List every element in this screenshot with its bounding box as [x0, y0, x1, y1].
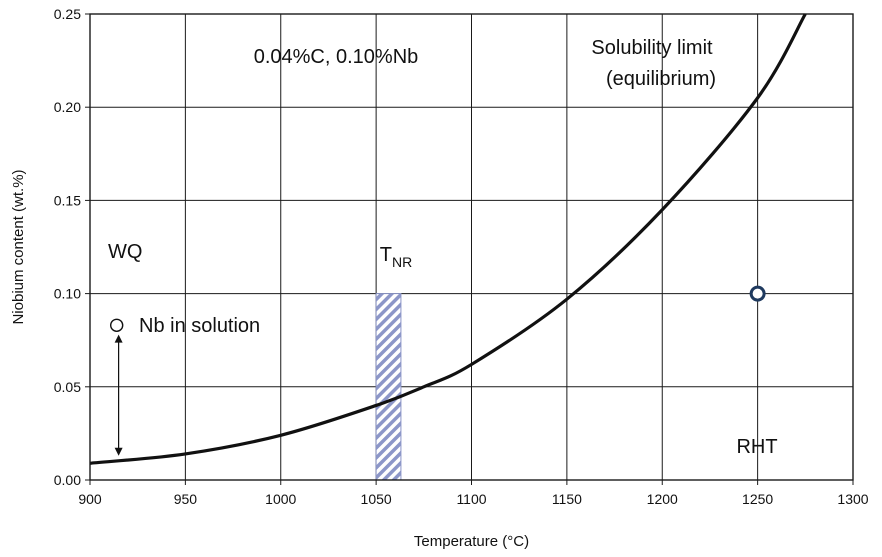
rht-marker — [749, 285, 766, 302]
solubility-limit-label: Solubility limit — [591, 37, 713, 59]
x-tick-label: 1250 — [742, 491, 773, 507]
solubility-curve — [89, 13, 807, 465]
composition-label: 0.04%C, 0.10%Nb — [254, 46, 419, 68]
y-tick-label: 0.15 — [54, 192, 81, 208]
x-tick-label: 950 — [174, 491, 198, 507]
grid-lines — [89, 13, 854, 481]
nb-in-solution-marker — [110, 318, 124, 332]
x-tick-label: 1000 — [265, 491, 296, 507]
x-tick-label: 1150 — [552, 491, 582, 507]
y-tick-label: 0.05 — [54, 379, 81, 395]
arrow-head-up — [114, 334, 123, 343]
arrow-head-down — [114, 447, 123, 456]
tnr-label-main: T — [380, 244, 392, 266]
markers-group — [110, 285, 766, 456]
nb-in-solution-label: Nb in solution — [139, 315, 260, 337]
tick-labels: 900 950 1000 1050 1100 1150 1200 1250 1300 0.00 0.… — [54, 6, 869, 507]
x-tick-label: 1100 — [456, 491, 486, 507]
x-axis-title: Temperature (°C) — [414, 533, 529, 550]
tnr-label-sub: NR — [392, 254, 412, 270]
tnr-label: TNR — [380, 244, 412, 270]
tnr-hatched-region — [375, 293, 402, 481]
y-tick-label: 0.25 — [54, 6, 81, 22]
y-tick-label: 0.00 — [54, 472, 81, 488]
x-tick-label: 1300 — [837, 491, 868, 507]
y-tick-label: 0.10 — [54, 286, 81, 302]
y-tick-label: 0.20 — [54, 99, 81, 115]
x-tick-label: 1050 — [361, 491, 392, 507]
y-axis-title: Niobium content (wt.%) — [10, 169, 27, 324]
x-tick-label: 900 — [78, 491, 102, 507]
tnr-region-group — [375, 293, 402, 481]
curve-group — [89, 13, 807, 465]
rht-label: RHT — [736, 436, 777, 458]
wq-label: WQ — [108, 241, 142, 263]
x-tick-label: 1200 — [647, 491, 678, 507]
equilibrium-label: (equilibrium) — [606, 68, 716, 90]
